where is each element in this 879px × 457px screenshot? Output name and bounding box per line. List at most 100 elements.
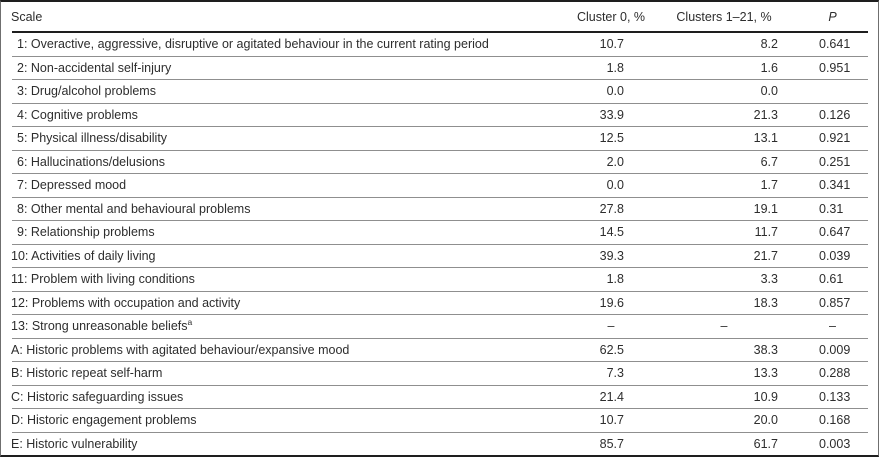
clusters1-21-pct-value: 6.7 bbox=[760, 154, 778, 169]
table-row: 11: Problem with living conditions 1.8 3… bbox=[1, 268, 878, 291]
scale-label: 4: Cognitive problems bbox=[17, 107, 138, 122]
scale-cell: 3: Drug/alcohol problems bbox=[1, 84, 561, 98]
scale-label: 11: Problem with living conditions bbox=[11, 272, 195, 287]
cluster0-pct-value: 1.8 bbox=[606, 272, 624, 287]
table-row: C: Historic safeguarding issues 21.4 10.… bbox=[1, 386, 878, 409]
row-separator bbox=[12, 361, 868, 362]
cluster0-pct-value: 10.7 bbox=[599, 413, 624, 428]
column-header-p-value: P bbox=[828, 9, 837, 24]
row-separator bbox=[12, 314, 868, 315]
p-value: 0.168 bbox=[819, 413, 851, 428]
column-header-cluster0-pct: Cluster 0, % bbox=[576, 9, 646, 24]
table-row: 13: Strong unreasonable beliefsa – – – bbox=[1, 315, 878, 338]
p-value: – bbox=[829, 319, 836, 334]
clusters1-21-pct-value: 13.3 bbox=[753, 366, 778, 381]
table-body: 1: Overactive, aggressive, disruptive or… bbox=[1, 33, 878, 455]
cluster0-pct-value: 7.3 bbox=[606, 366, 624, 381]
table-row: 8: Other mental and behavioural problems… bbox=[1, 198, 878, 221]
clusters1-21-pct-value: 18.3 bbox=[753, 295, 778, 310]
row-separator bbox=[12, 102, 868, 104]
scale-label: D: Historic engagement problems bbox=[11, 413, 197, 428]
clusters1-21-pct-value: 11.7 bbox=[754, 225, 778, 240]
p-value: 0.341 bbox=[819, 178, 851, 193]
scale-cell: B: Historic repeat self-harm bbox=[1, 366, 561, 380]
cluster0-pct-value: – bbox=[607, 319, 615, 334]
p-value: 0.921 bbox=[819, 131, 851, 146]
cluster0-pct-value: 14.5 bbox=[599, 225, 624, 240]
cluster0-pct-value: 0.0 bbox=[606, 178, 624, 193]
p-value: 0.009 bbox=[819, 342, 851, 357]
table-row: 1: Overactive, aggressive, disruptive or… bbox=[1, 33, 878, 56]
scale-cell: 4: Cognitive problems bbox=[1, 108, 561, 122]
row-separator bbox=[12, 126, 868, 127]
scale-cell: D: Historic engagement problems bbox=[1, 413, 561, 427]
table-row: 9: Relationship problems 14.5 11.7 0.647 bbox=[1, 221, 878, 244]
scale-label: 5: Physical illness/disability bbox=[17, 131, 168, 146]
scale-cell: A: Historic problems with agitated behav… bbox=[1, 343, 561, 357]
row-separator bbox=[12, 55, 868, 57]
table-row: D: Historic engagement problems 10.7 20.… bbox=[1, 409, 878, 432]
scale-cell: C: Historic safeguarding issues bbox=[1, 390, 561, 404]
table-row: A: Historic problems with agitated behav… bbox=[1, 339, 878, 362]
p-value: 0.251 bbox=[819, 154, 851, 169]
cluster0-pct-value: 2.0 bbox=[606, 154, 624, 169]
cluster0-pct-value: 10.7 bbox=[599, 37, 624, 52]
clusters1-21-pct-value: 0.0 bbox=[760, 84, 778, 99]
row-separator bbox=[12, 196, 868, 198]
cluster0-pct-value: 19.6 bbox=[599, 295, 624, 310]
scale-cell: 8: Other mental and behavioural problems bbox=[1, 202, 561, 216]
scale-label: 12: Problems with occupation and activit… bbox=[11, 295, 241, 310]
scale-label: E: Historic vulnerability bbox=[11, 436, 138, 451]
scale-cell: 9: Relationship problems bbox=[1, 225, 561, 239]
clusters1-21-pct-value: 13.1 bbox=[753, 131, 778, 146]
clusters1-21-pct-value: 8.2 bbox=[760, 37, 778, 52]
scale-cell: 2: Non-accidental self-injury bbox=[1, 61, 561, 75]
scale-label: A: Historic problems with agitated behav… bbox=[11, 342, 350, 357]
p-value: 0.288 bbox=[819, 366, 851, 381]
cluster0-pct-value: 0.0 bbox=[606, 84, 624, 99]
scale-cell: 13: Strong unreasonable beliefsa bbox=[1, 319, 561, 333]
cluster0-pct-value: 21.4 bbox=[599, 389, 624, 404]
p-value: 0.003 bbox=[819, 436, 851, 451]
row-separator bbox=[12, 384, 868, 386]
table-row: 3: Drug/alcohol problems 0.0 0.0 bbox=[1, 80, 878, 103]
table-row: 10: Activities of daily living 39.3 21.7… bbox=[1, 245, 878, 268]
scale-label: 9: Relationship problems bbox=[17, 225, 155, 240]
cluster0-pct-value: 27.8 bbox=[599, 201, 624, 216]
table-row: E: Historic vulnerability 85.7 61.7 0.00… bbox=[1, 433, 878, 456]
row-separator bbox=[12, 243, 868, 245]
cluster0-pct-value: 1.8 bbox=[606, 60, 624, 75]
clusters1-21-pct-value: 61.7 bbox=[753, 436, 778, 451]
scale-cell: 11: Problem with living conditions bbox=[1, 272, 561, 286]
scale-cell: 12: Problems with occupation and activit… bbox=[1, 296, 561, 310]
p-value: 0.61 bbox=[819, 272, 844, 287]
row-separator bbox=[12, 149, 868, 151]
column-header-scale: Scale bbox=[11, 9, 43, 24]
table-row: 6: Hallucinations/delusions 2.0 6.7 0.25… bbox=[1, 151, 878, 174]
row-separator bbox=[12, 408, 868, 409]
scale-cell: E: Historic vulnerability bbox=[1, 437, 561, 451]
column-header-clusters1-21-pct: Clusters 1–21, % bbox=[676, 9, 772, 24]
row-separator bbox=[12, 431, 868, 433]
scale-cell: 1: Overactive, aggressive, disruptive or… bbox=[1, 37, 561, 51]
p-value: 0.641 bbox=[819, 37, 851, 52]
p-value: 0.647 bbox=[819, 225, 851, 240]
clusters1-21-pct-value: 10.9 bbox=[753, 389, 778, 404]
row-separator bbox=[12, 173, 868, 174]
scale-label: 7: Depressed mood bbox=[17, 178, 127, 193]
cluster0-pct-value: 12.5 bbox=[599, 131, 624, 146]
cluster0-pct-value: 62.5 bbox=[599, 342, 624, 357]
clusters1-21-pct-value: 19.1 bbox=[753, 201, 778, 216]
scale-cell: 5: Physical illness/disability bbox=[1, 131, 561, 145]
row-separator bbox=[12, 79, 868, 80]
table-row: 4: Cognitive problems 33.9 21.3 0.126 bbox=[1, 104, 878, 127]
cluster0-pct-value: 39.3 bbox=[599, 248, 624, 263]
scale-cell: 10: Activities of daily living bbox=[1, 249, 561, 263]
row-separator bbox=[12, 267, 868, 268]
clusters1-21-pct-value: 1.6 bbox=[760, 60, 778, 75]
p-value: 0.126 bbox=[819, 107, 851, 122]
scale-label: C: Historic safeguarding issues bbox=[11, 389, 184, 404]
scale-cell: 6: Hallucinations/delusions bbox=[1, 155, 561, 169]
row-separator bbox=[12, 337, 868, 339]
